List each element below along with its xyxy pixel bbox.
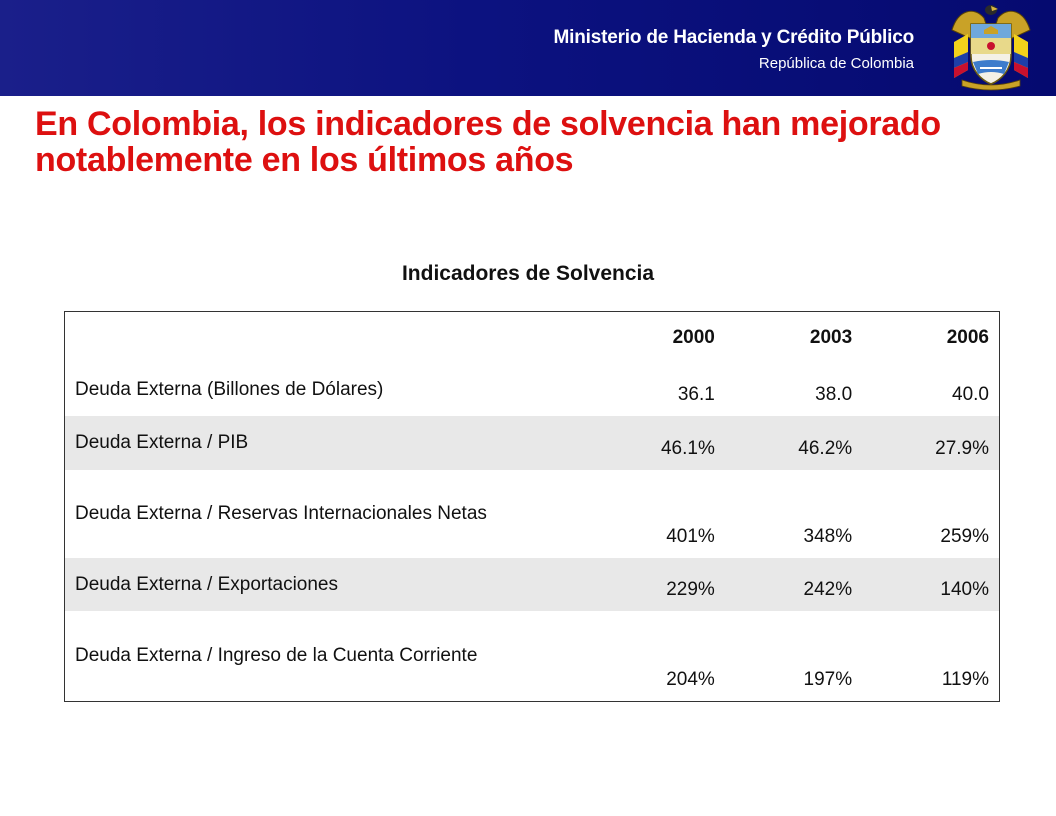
cell-value: 140% [862,558,1000,611]
cell-value: 197% [803,669,853,690]
cell-value: 242% [724,558,863,611]
cell-value: 259% [940,526,989,547]
cell-value: 204% [666,669,715,690]
cell-value: 348% [803,526,853,547]
table-row: Deuda Externa (Billones de Dólares) 36.1… [65,364,1000,416]
solvency-table: 2000 2003 2006 Deuda Externa (Billones d… [64,311,1000,702]
table-title: Indicadores de Solvencia [401,262,655,285]
colombia-coat-of-arms-icon [951,5,1031,91]
table-row: Deuda Externa / Ingreso de la Cuenta Cor… [65,611,1000,702]
row-label: Deuda Externa / PIB [64,416,588,470]
header-cell-blank [65,312,588,365]
row-label: Deuda Externa / Ingreso de la Cuenta Cor… [75,645,478,666]
ministry-name: Ministerio de Hacienda y Crédito Público [553,27,915,48]
table-row: Deuda Externa / Exportaciones 229% 242% … [64,558,1000,611]
header-cell-2000: 2000 [672,327,715,348]
row-label: Deuda Externa / Reservas Internacionales… [75,503,487,524]
header-banner: Ministerio de Hacienda y Crédito Público… [0,0,1056,96]
republic-name: República de Colombia [758,55,914,72]
cell-value: 46.2% [724,416,863,470]
slide-title: En Colombia, los indicadores de solvenci… [35,105,941,179]
cell-value: 46.1% [587,416,725,470]
cell-value: 27.9% [862,416,1000,470]
cell-value: 401% [666,526,715,547]
row-label: Deuda Externa / Exportaciones [64,558,588,611]
cell-value: 229% [587,558,725,611]
cell-value: 40.0 [952,384,989,405]
table-header-row: 2000 2003 2006 [65,312,1000,365]
row-label: Deuda Externa (Billones de Dólares) [75,379,384,400]
header-cell-2003: 2003 [809,327,853,348]
header-cell-2006: 2006 [946,327,989,348]
table-row: Deuda Externa / PIB 46.1% 46.2% 27.9% [64,416,1000,470]
cell-value: 119% [941,669,989,690]
cell-value: 36.1 [677,384,715,405]
cell-value: 38.0 [815,384,853,405]
table-row: Deuda Externa / Reservas Internacionales… [65,470,1000,558]
